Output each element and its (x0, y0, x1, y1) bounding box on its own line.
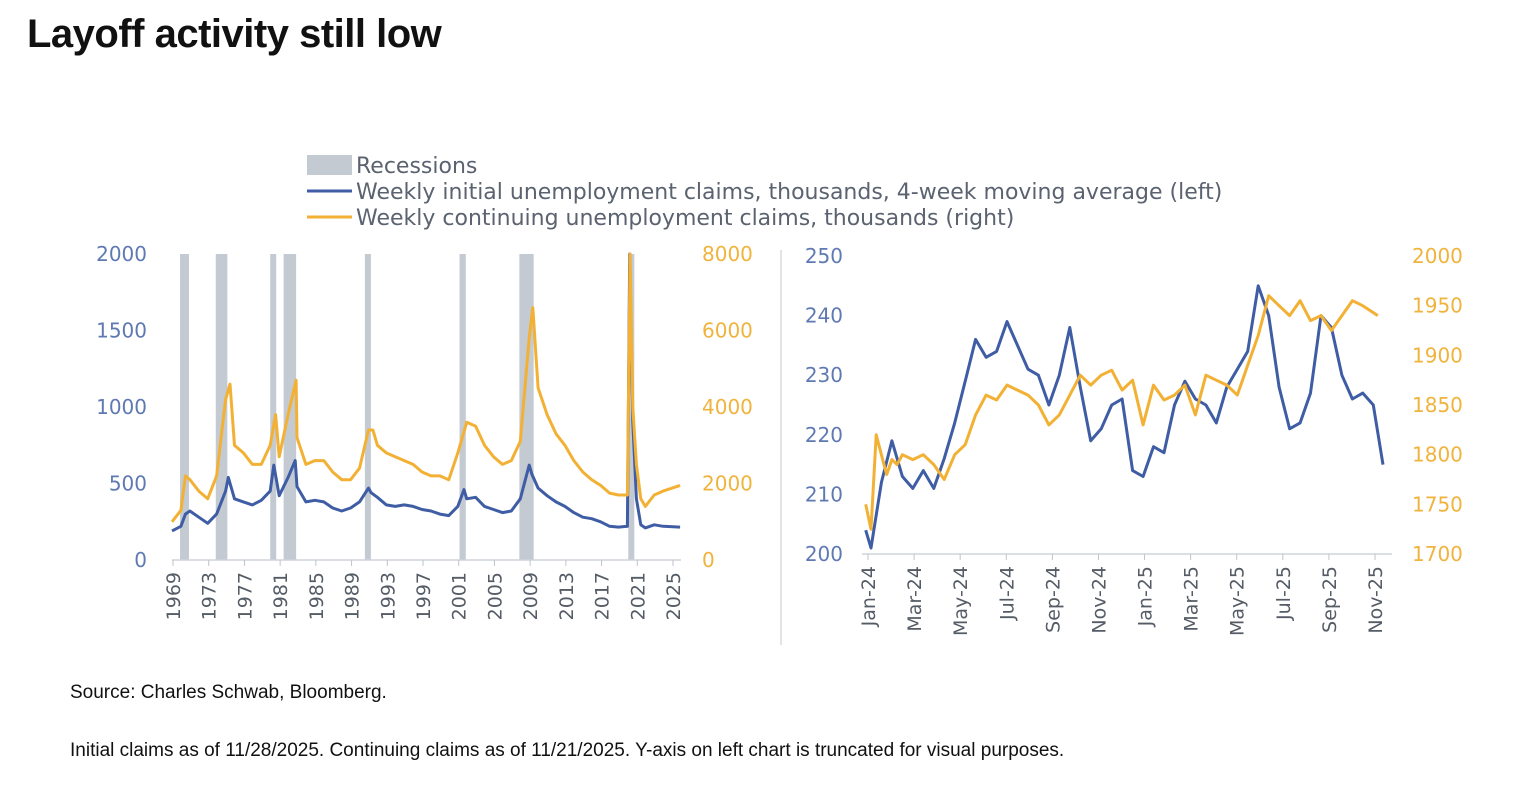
x-tick-label: Sep-24 (1042, 566, 1064, 633)
continuing-claims-line (864, 294, 1379, 531)
y-left-tick-label: 1000 (96, 395, 147, 419)
x-tick-label: Sep-25 (1319, 566, 1341, 633)
source-note: Source: Charles Schwab, Bloomberg. (70, 682, 387, 703)
recession-band (364, 254, 371, 560)
x-tick-label: 1985 (306, 572, 328, 620)
footnote: Initial claims as of 11/28/2025. Continu… (70, 740, 1065, 761)
x-tick-label: Mar-24 (904, 566, 926, 632)
x-tick-label: 2005 (484, 572, 506, 620)
recession-band (180, 254, 189, 560)
y-right-tick-label: 1800 (1412, 443, 1463, 467)
x-tick-label: 2017 (592, 572, 614, 620)
recession-band (215, 254, 228, 560)
y-right-tick-label: 1700 (1412, 542, 1463, 566)
x-tick-label: May-25 (1227, 566, 1249, 636)
x-tick-label: 1977 (234, 572, 256, 620)
legend-label: Recessions (356, 154, 477, 179)
x-tick-label: 2025 (663, 572, 685, 620)
initial-claims-line (864, 284, 1385, 550)
y-right-tick-label: 1750 (1412, 492, 1463, 516)
initial-claims-line (171, 252, 681, 533)
x-tick-label: 1973 (199, 572, 221, 620)
y-left-tick-label: 1500 (96, 319, 147, 343)
x-tick-label: Nov-24 (1088, 566, 1110, 634)
legend-swatch-recessions (307, 155, 352, 175)
y-right-tick-label: 1900 (1412, 343, 1463, 367)
y-left-tick-label: 250 (805, 244, 843, 268)
y-right-tick-label: 2000 (702, 472, 753, 496)
x-tick-label: Nov-25 (1365, 566, 1387, 634)
long-term-claims-chart: 0 500 1000 1500 2000 0 2000 4000 6000 8000 1969 197… (96, 242, 753, 620)
legend-label: Weekly initial unemployment claims, thou… (356, 180, 1222, 205)
y-right-tick-label: 1950 (1412, 294, 1463, 318)
page-title: Layoff activity still low (27, 12, 442, 56)
x-tick-label: Jan-24 (858, 566, 880, 627)
x-tick-label: Mar-25 (1181, 566, 1203, 632)
y-left-tick-label: 210 (805, 482, 843, 506)
recession-band (519, 254, 534, 560)
y-right-tick-label: 6000 (702, 319, 753, 343)
y-left-tick-label: 500 (109, 472, 147, 496)
x-tick-label: 2001 (449, 572, 471, 620)
recession-band (270, 254, 277, 560)
x-tick-label: Jul-25 (1273, 566, 1295, 621)
recent-claims-chart: 200 210 220 230 240 250 1700 1750 1800 1850 1900 19… (805, 244, 1463, 636)
y-left-tick-label: 2000 (96, 242, 147, 266)
y-right-tick-label: 2000 (1412, 244, 1463, 268)
y-right-tick-label: 0 (702, 548, 715, 572)
x-tick-label: 2013 (556, 572, 578, 620)
x-tick-label: Jul-24 (996, 566, 1018, 621)
y-right-tick-label: 8000 (702, 242, 753, 266)
y-left-tick-label: 0 (134, 548, 147, 572)
x-tick-label: 1989 (342, 572, 364, 620)
x-tick-label: 1993 (377, 572, 399, 620)
x-tick-label: 1981 (270, 572, 292, 620)
x-tick-label: May-24 (950, 566, 972, 636)
y-left-tick-label: 220 (805, 423, 843, 447)
y-left-tick-label: 230 (805, 363, 843, 387)
recession-band (459, 254, 466, 560)
y-left-tick-label: 240 (805, 304, 843, 328)
y-right-tick-label: 1850 (1412, 393, 1463, 417)
continuing-claims-line (170, 252, 681, 523)
x-tick-label: 1969 (163, 572, 185, 620)
x-tick-label: 1997 (413, 572, 435, 620)
x-tick-label: Jan-25 (1135, 566, 1157, 627)
legend-label: Weekly continuing unemployment claims, t… (356, 206, 1014, 231)
y-right-tick-label: 4000 (702, 395, 753, 419)
x-tick-label: 2009 (520, 572, 542, 620)
y-left-tick-label: 200 (805, 542, 843, 566)
x-tick-label: 2021 (627, 572, 649, 620)
